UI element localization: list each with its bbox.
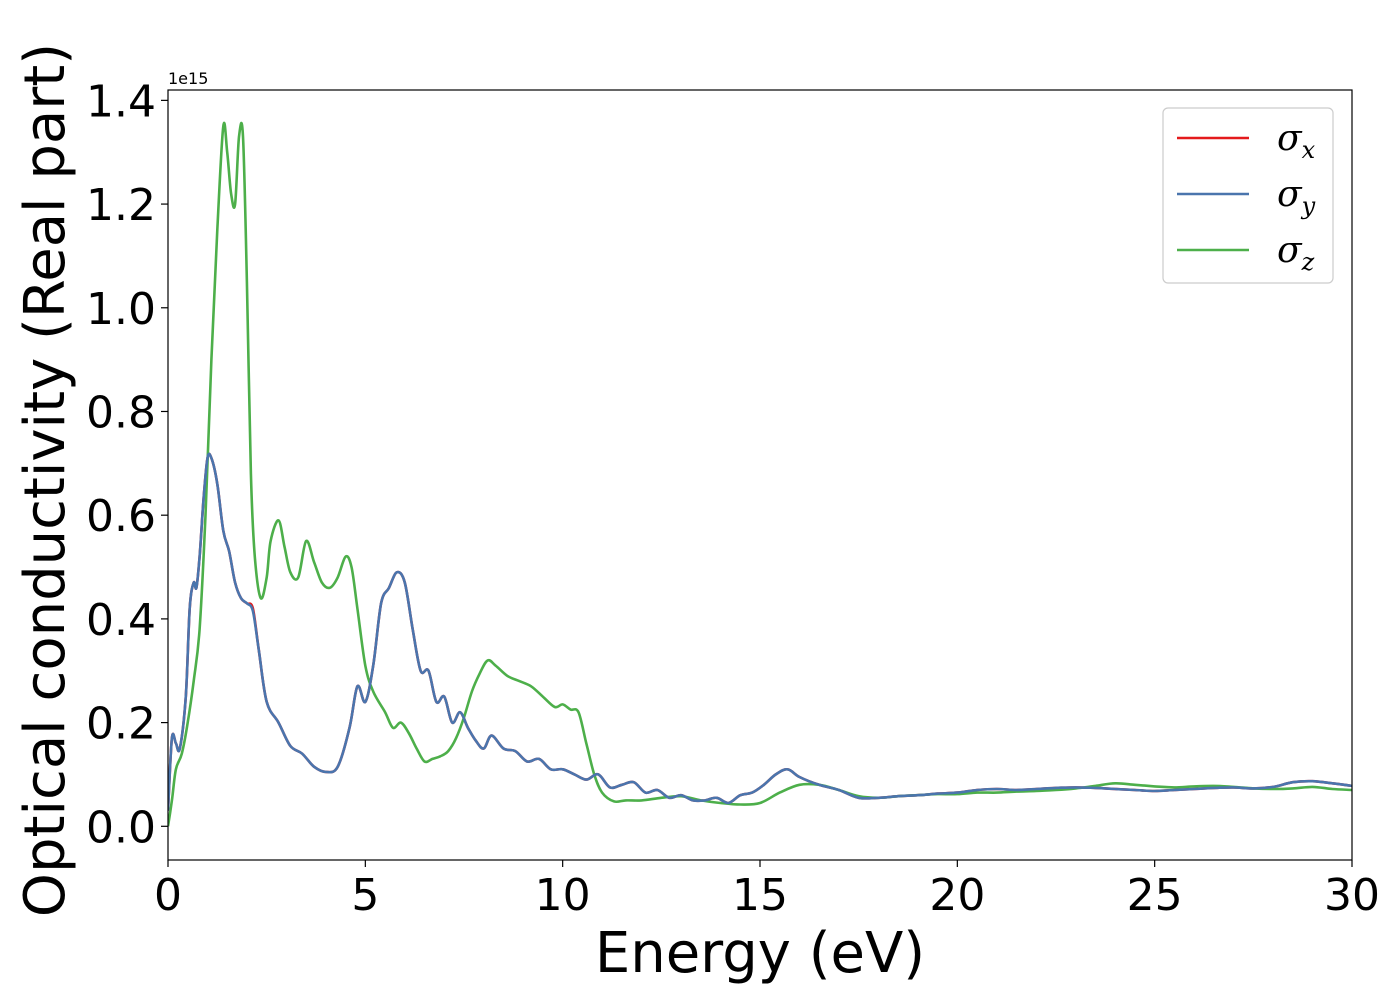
x-tick-label: 15: [732, 870, 788, 921]
y-tick-label: 1.2: [86, 180, 156, 231]
y-tick-label: 0.6: [86, 491, 156, 542]
y-axis-title: Optical conductivity (Real part): [13, 43, 78, 917]
y-offset-text: 1e15: [168, 69, 208, 88]
legend: σx σy σz: [1162, 107, 1334, 284]
y-tick-label: 0.4: [86, 595, 156, 646]
x-tick-label: 5: [351, 870, 379, 921]
y-tick-label: 1.0: [86, 284, 156, 335]
x-tick-label: 0: [154, 870, 182, 921]
series-line-x: [168, 452, 1352, 811]
x-tick-label: 25: [1127, 870, 1183, 921]
legend-box: [1162, 107, 1334, 284]
ticks-layer: 0 5 10 15 20 25 30 0.0 0.2 0.4 0.6 0.8 1.0 1.2 1.4: [86, 76, 1380, 921]
series-line-z: [168, 121, 1352, 827]
x-tick-label: 20: [929, 870, 985, 921]
y-tick-label: 0.0: [86, 802, 156, 853]
legend-label-z: σz: [1277, 230, 1315, 276]
series-layer: [168, 121, 1352, 827]
x-tick-label: 30: [1324, 870, 1380, 921]
y-tick-label: 0.2: [86, 699, 156, 750]
x-tick-label: 10: [535, 870, 591, 921]
y-tick-label: 0.8: [86, 387, 156, 438]
legend-label-x: σx: [1277, 118, 1316, 164]
legend-label-y: σy: [1277, 174, 1316, 220]
y-tick-label: 1.4: [86, 76, 156, 127]
x-axis-title: Energy (eV): [595, 921, 925, 986]
series-line-y: [168, 452, 1352, 811]
